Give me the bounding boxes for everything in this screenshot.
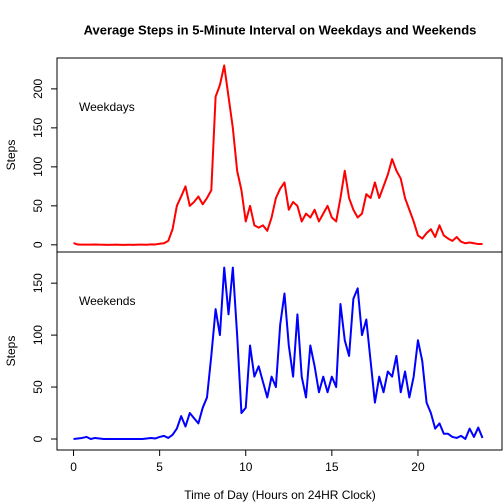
x-tick-label: 20 <box>411 460 425 474</box>
y-tick-label: 150 <box>31 118 45 138</box>
y-tick-label: 100 <box>31 325 45 345</box>
x-tick-label: 0 <box>70 460 77 474</box>
x-tick-label: 15 <box>325 460 339 474</box>
y-tick-label: 200 <box>31 79 45 99</box>
data-line <box>73 64 483 246</box>
plot-frame <box>56 57 503 253</box>
x-tick-label: 5 <box>156 460 163 474</box>
y-tick-label: 0 <box>31 241 45 248</box>
y-axis-label: Steps <box>4 140 18 171</box>
y-axis-label: Steps <box>4 336 18 367</box>
chart-title: Average Steps in 5-Minute Interval on We… <box>84 22 477 37</box>
y-tick-label: 100 <box>31 157 45 177</box>
y-tick-label: 50 <box>31 199 45 213</box>
y-tick-label: 150 <box>31 273 45 293</box>
y-tick-label: 50 <box>31 380 45 394</box>
plot-frame <box>56 251 503 451</box>
data-line <box>73 266 484 440</box>
series-label: Weekdays <box>79 100 135 114</box>
x-tick-label: 10 <box>239 460 253 474</box>
series-label: Weekends <box>79 294 135 308</box>
x-axis-label: Time of Day (Hours on 24HR Clock) <box>184 488 376 502</box>
y-tick-label: 0 <box>31 435 45 442</box>
